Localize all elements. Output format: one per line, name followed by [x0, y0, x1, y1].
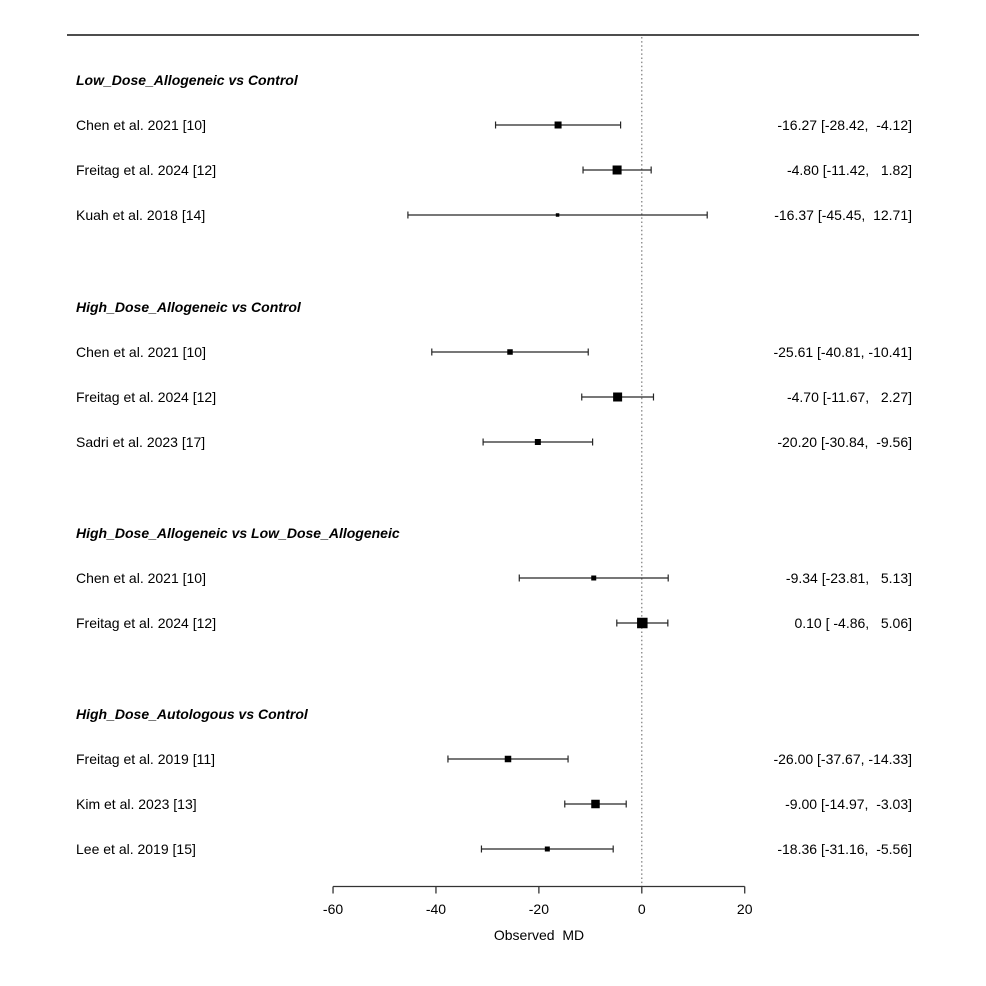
- x-tick-label: -60: [322, 900, 344, 917]
- x-tick-label: 0: [637, 900, 646, 917]
- group-header: Low_Dose_Allogeneic vs Control: [76, 72, 298, 88]
- study-estimate: -16.27 [-28.42, -4.12]: [777, 117, 912, 133]
- study-estimate: -4.80 [-11.42, 1.82]: [786, 162, 912, 178]
- top-rule: [67, 34, 919, 36]
- md-marker: [591, 575, 597, 581]
- md-marker: [504, 755, 512, 763]
- md-marker: [613, 392, 623, 402]
- study-estimate: -20.20 [-30.84, -9.56]: [777, 434, 912, 450]
- study-estimate: -25.61 [-40.81, -10.41]: [773, 344, 912, 360]
- study-label: Kim et al. 2023 [13]: [76, 796, 197, 812]
- study-label: Freitag et al. 2024 [12]: [76, 389, 217, 405]
- md-marker: [507, 349, 513, 355]
- study-label: Freitag et al. 2024 [12]: [76, 615, 217, 631]
- study-label: Freitag et al. 2024 [12]: [76, 162, 217, 178]
- study-label: Chen et al. 2021 [10]: [76, 344, 206, 360]
- md-marker: [637, 617, 648, 629]
- study-estimate: -9.34 [-23.81, 5.13]: [785, 570, 912, 586]
- md-marker: [591, 799, 600, 809]
- group-header: High_Dose_Allogeneic vs Low_Dose_Allogen…: [76, 525, 400, 541]
- md-marker: [544, 846, 550, 852]
- study-estimate: 0.10 [ -4.86, 5.06]: [794, 615, 912, 631]
- group-header: High_Dose_Allogeneic vs Control: [76, 299, 301, 315]
- study-label: Sadri et al. 2023 [17]: [76, 434, 206, 450]
- study-label: Chen et al. 2021 [10]: [76, 117, 206, 133]
- md-marker: [534, 439, 541, 445]
- study-estimate: -4.70 [-11.67, 2.27]: [786, 389, 912, 405]
- x-axis-title: Observed MD: [493, 927, 585, 943]
- x-tick-label: -40: [425, 900, 447, 917]
- md-marker: [555, 213, 560, 217]
- study-estimate: -16.37 [-45.45, 12.71]: [774, 207, 912, 223]
- md-marker: [554, 121, 562, 129]
- study-label: Chen et al. 2021 [10]: [76, 570, 206, 586]
- group-header: High_Dose_Autologous vs Control: [76, 706, 308, 722]
- study-estimate: -26.00 [-37.67, -14.33]: [773, 751, 912, 767]
- study-estimate: -18.36 [-31.16, -5.56]: [777, 841, 912, 857]
- study-label: Lee et al. 2019 [15]: [76, 841, 196, 857]
- study-label: Kuah et al. 2018 [14]: [76, 207, 206, 223]
- study-estimate: -9.00 [-14.97, -3.03]: [785, 796, 912, 812]
- x-tick-label: -20: [528, 900, 549, 917]
- md-marker: [612, 165, 622, 175]
- x-tick-label: 20: [736, 900, 753, 917]
- study-label: Freitag et al. 2019 [11]: [76, 751, 216, 767]
